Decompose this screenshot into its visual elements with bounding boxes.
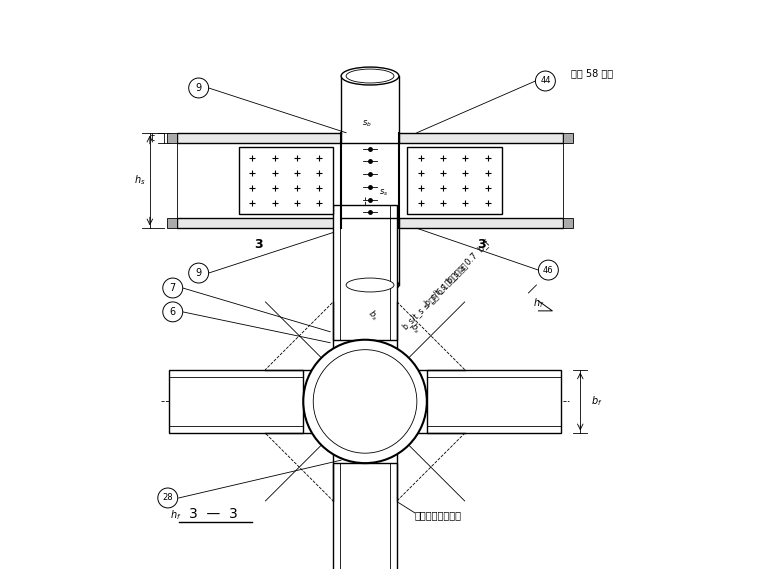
Text: 7: 7	[169, 283, 176, 293]
Circle shape	[158, 488, 178, 508]
Bar	[340, 463, 390, 570]
Bar	[340, 205, 390, 340]
Text: b_s/t_s 不大于限制圆: b_s/t_s 不大于限制圆	[423, 261, 469, 307]
Bar	[177, 133, 341, 142]
Bar	[177, 218, 341, 228]
Bar	[239, 146, 333, 214]
Text: $s_s$: $s_s$	[379, 187, 388, 198]
Text: 3: 3	[255, 238, 263, 251]
Circle shape	[303, 340, 427, 463]
Text: 9: 9	[195, 83, 201, 93]
Text: b_s ≥ 0.7  b_f: b_s ≥ 0.7 b_f	[445, 239, 492, 286]
Bar	[427, 369, 562, 433]
Circle shape	[163, 302, 182, 322]
Bar	[333, 205, 397, 340]
Bar	[399, 133, 563, 142]
Bar	[399, 218, 563, 228]
Text: $s_b$: $s_b$	[362, 118, 372, 129]
Text: $h_f$: $h_f$	[534, 296, 545, 310]
Bar	[563, 133, 573, 142]
Text: $h_s$: $h_s$	[135, 174, 146, 188]
Bar	[563, 218, 573, 228]
Text: 28: 28	[163, 494, 173, 503]
Bar	[427, 377, 562, 426]
Text: t: t	[151, 133, 155, 142]
Text: $b_s$: $b_s$	[365, 307, 381, 323]
Bar	[407, 146, 502, 214]
Bar	[177, 142, 341, 218]
Bar	[333, 463, 397, 570]
Text: 3: 3	[477, 238, 486, 251]
Text: $h_f$: $h_f$	[170, 508, 182, 522]
Bar	[399, 142, 563, 218]
Text: 3  —  3: 3 — 3	[189, 507, 238, 521]
Ellipse shape	[346, 69, 394, 83]
Circle shape	[163, 278, 182, 298]
Ellipse shape	[346, 278, 394, 292]
Text: 基索 58 选用: 基索 58 选用	[572, 68, 613, 78]
Text: 9: 9	[195, 268, 201, 278]
Bar	[166, 218, 177, 228]
Text: 6: 6	[169, 307, 176, 317]
Text: b_s/t_s ≤ 表格 6.1: b_s/t_s ≤ 表格 6.1	[401, 281, 451, 331]
Circle shape	[538, 260, 559, 280]
Text: $b_s$: $b_s$	[407, 320, 423, 336]
Circle shape	[536, 71, 556, 91]
Bar	[166, 133, 177, 142]
Ellipse shape	[341, 67, 399, 85]
Text: 44: 44	[540, 76, 551, 86]
Text: 外贴式水平加劲板: 外贴式水平加劲板	[415, 510, 462, 520]
Bar	[169, 377, 303, 426]
Ellipse shape	[341, 276, 399, 294]
Circle shape	[188, 263, 209, 283]
Circle shape	[188, 78, 209, 98]
Text: $b_f$: $b_f$	[591, 394, 603, 408]
Text: 46: 46	[543, 266, 554, 275]
Bar	[169, 369, 303, 433]
